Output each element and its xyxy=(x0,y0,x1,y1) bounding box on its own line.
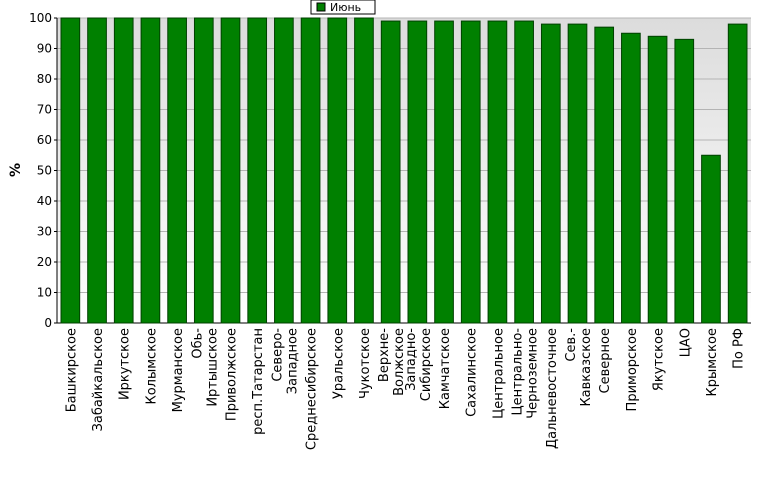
x-tick-label: Центральное xyxy=(491,328,506,419)
bar xyxy=(140,17,161,324)
x-tick-label: ЦАО xyxy=(678,328,693,357)
y-tick-label: 60 xyxy=(37,133,52,147)
bar xyxy=(727,23,748,324)
bar xyxy=(701,154,721,324)
y-tick-label: 80 xyxy=(37,72,52,86)
x-tick-label: Приморское xyxy=(625,328,640,411)
y-tick-label: 40 xyxy=(37,194,52,208)
y-tick-label: 20 xyxy=(37,255,52,269)
bar xyxy=(327,17,348,324)
bar xyxy=(407,20,428,324)
x-tick-label: Центрально-Черноземное xyxy=(511,328,541,419)
x-tick-label: Иркутское xyxy=(118,328,133,400)
bar xyxy=(460,20,481,324)
bar xyxy=(514,20,534,324)
bar xyxy=(434,20,454,324)
bar xyxy=(380,20,401,324)
bar xyxy=(594,26,615,324)
bar xyxy=(167,17,187,324)
bar xyxy=(274,17,294,324)
x-tick-label: Башкирское xyxy=(64,328,79,412)
x-tick-label: Сев.-Кавказское xyxy=(564,328,594,407)
x-tick-label: Забайкальское xyxy=(91,328,106,431)
x-tick-label: Мурманское xyxy=(171,328,186,412)
x-tick-label: Верхне-Волжское xyxy=(377,328,407,396)
legend-box xyxy=(310,0,376,15)
bar xyxy=(60,17,81,324)
legend: Июнь xyxy=(310,0,376,15)
x-tick-label: Приволжское xyxy=(225,328,240,421)
bar xyxy=(300,17,321,324)
x-tick-label: Камчатское xyxy=(438,328,453,409)
x-tick-label: респ.Татарстан xyxy=(251,328,266,435)
y-tick-label: 50 xyxy=(37,164,52,178)
bar xyxy=(354,17,374,324)
bar xyxy=(621,32,641,324)
bar xyxy=(647,35,668,324)
bar xyxy=(567,23,588,324)
x-tick-label: Якутское xyxy=(652,328,667,391)
bar xyxy=(247,17,268,324)
bar xyxy=(87,17,107,324)
y-tick-label: 90 xyxy=(37,42,52,56)
x-tick-label: Среднесибирское xyxy=(305,328,320,450)
x-tick-label: Сахалинское xyxy=(465,328,480,417)
y-axis-label: % xyxy=(8,163,24,177)
bar xyxy=(540,23,561,324)
x-tick-label: Дальневосточное xyxy=(545,328,560,449)
y-tick-label: 10 xyxy=(37,286,52,300)
y-tick-label: 0 xyxy=(44,316,52,330)
x-tick-label: Чукотское xyxy=(358,328,373,399)
y-tick-label: 100 xyxy=(29,11,52,25)
y-tick-label: 70 xyxy=(37,103,52,117)
x-tick-label: Уральское xyxy=(331,328,346,399)
x-tick-label: Северо-Западное xyxy=(270,328,300,395)
bar xyxy=(220,17,241,324)
y-tick-label: 30 xyxy=(37,225,52,239)
legend-swatch xyxy=(316,2,326,12)
x-tick-label: По РФ xyxy=(732,328,747,369)
x-tick-label: Западно-Сибирское xyxy=(404,328,434,402)
x-tick-label: Обь-Иртышское xyxy=(190,328,220,407)
bar xyxy=(674,38,695,324)
x-tick-label: Северное xyxy=(598,328,613,393)
x-tick-label: Колымское xyxy=(144,328,159,405)
bar xyxy=(113,17,134,324)
bar xyxy=(487,20,508,324)
legend-label: Июнь xyxy=(330,1,361,14)
x-tick-label: Крымское xyxy=(705,328,720,397)
bar xyxy=(193,17,214,324)
